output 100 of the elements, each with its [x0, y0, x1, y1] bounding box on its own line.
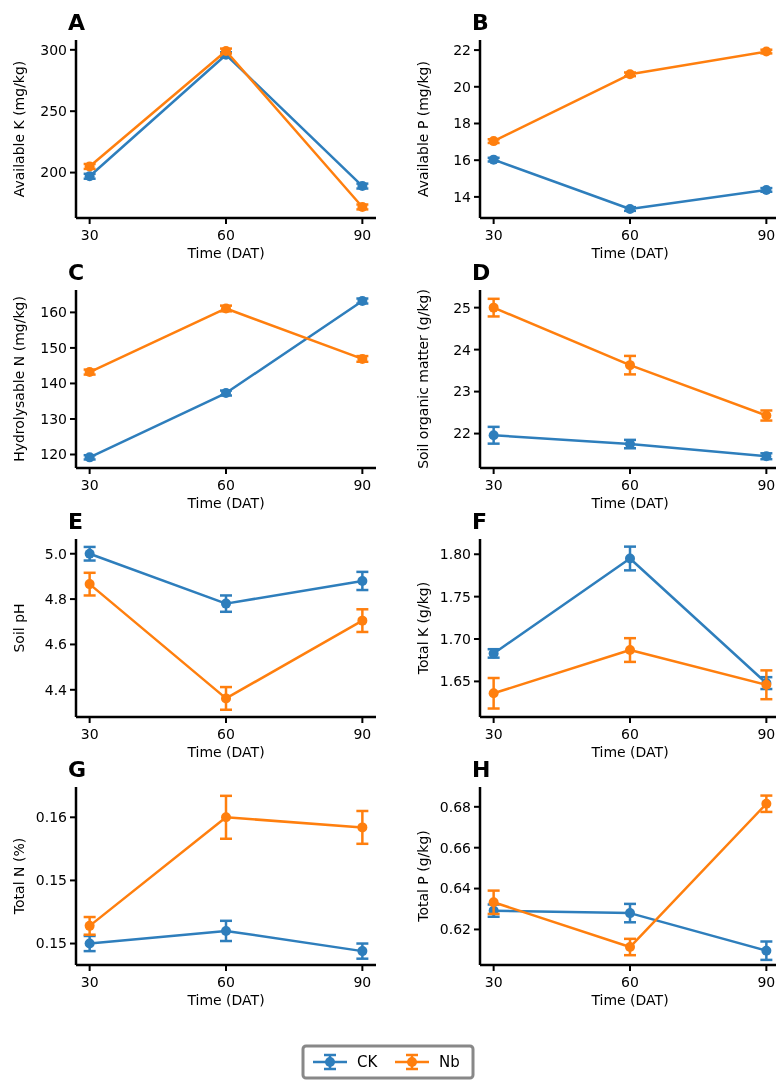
x-tick-label: 30 — [484, 726, 503, 742]
x-axis-title: Time (DAT) — [186, 245, 265, 261]
chart-title: C — [68, 260, 85, 285]
point — [357, 946, 368, 957]
y-tick-label: 140 — [40, 375, 67, 392]
x-tick-label: 30 — [80, 974, 99, 990]
y-tick-label: 0.64 — [439, 880, 472, 897]
point — [488, 302, 499, 313]
point — [488, 688, 499, 699]
point — [625, 360, 635, 371]
y-tick-label: 25 — [453, 299, 471, 316]
x-axis-title: Time (DAT) — [590, 992, 669, 1008]
point — [625, 204, 635, 215]
chart-title: D — [472, 260, 491, 285]
x-axis-title: Time (DAT) — [186, 744, 265, 760]
y-tick-label: 16 — [453, 152, 472, 169]
legend-label: CK — [357, 1053, 379, 1072]
y-tick-label: 1.70 — [439, 630, 471, 647]
y-tick-label: 1.65 — [439, 673, 471, 690]
y-tick-label: 120 — [40, 446, 67, 463]
y-tick-label: 250 — [40, 103, 67, 120]
x-tick-label: 90 — [353, 726, 372, 742]
x-tick-label: 30 — [484, 477, 503, 493]
x-tick-label: 60 — [621, 974, 639, 990]
y-tick-label: 14 — [453, 188, 472, 205]
point — [488, 897, 499, 908]
point — [84, 579, 95, 590]
y-axis-title: Available K (mg/kg) — [11, 60, 27, 198]
point — [357, 822, 368, 833]
point — [488, 430, 499, 441]
x-axis-title: Time (DAT) — [590, 744, 669, 760]
y-tick-label: 300 — [40, 41, 67, 58]
chart-title: G — [68, 757, 87, 782]
point — [357, 615, 368, 626]
x-tick-label: 90 — [353, 227, 372, 243]
y-axis-title: Soil organic matter (g/kg) — [415, 289, 431, 469]
y-tick-label: 22 — [453, 41, 471, 58]
y-axis-title: Total P (g/kg) — [415, 830, 431, 923]
y-axis-title: Available P (mg/kg) — [415, 61, 431, 197]
y-tick-label: 4.8 — [44, 590, 67, 607]
x-tick-label: 30 — [484, 974, 503, 990]
x-tick-label: 90 — [353, 477, 372, 493]
y-tick-label: 20 — [453, 78, 471, 95]
point — [625, 908, 635, 919]
x-axis-title: Time (DAT) — [590, 245, 669, 261]
y-axis-title: Hydrolysable N (mg/kg) — [11, 296, 27, 462]
point — [84, 920, 95, 931]
y-tick-label: 1.75 — [439, 588, 471, 605]
x-tick-label: 60 — [217, 726, 235, 742]
y-tick-label: 150 — [40, 339, 67, 356]
x-axis-title: Time (DAT) — [590, 495, 669, 511]
y-tick-label: 23 — [453, 383, 471, 400]
x-tick-label: 60 — [621, 726, 639, 742]
x-tick-label: 60 — [621, 227, 639, 243]
y-tick-label: 0.68 — [439, 798, 471, 815]
x-tick-label: 30 — [80, 477, 99, 493]
x-tick-label: 60 — [217, 974, 235, 990]
chart-title: A — [68, 10, 86, 35]
point — [761, 798, 772, 809]
x-tick-label: 60 — [217, 477, 235, 493]
y-tick-label: 0.15 — [35, 872, 67, 889]
x-tick-label: 90 — [757, 726, 776, 742]
chart-title: F — [472, 509, 488, 534]
x-tick-label: 90 — [353, 974, 372, 990]
x-tick-label: 60 — [621, 477, 639, 493]
y-tick-label: 0.66 — [439, 839, 472, 856]
point — [84, 938, 95, 949]
y-tick-label: 18 — [453, 115, 471, 132]
point — [221, 812, 231, 823]
x-tick-label: 90 — [757, 477, 776, 493]
chart-title: H — [472, 757, 491, 782]
legend-label: Nb — [439, 1053, 460, 1072]
point — [761, 945, 772, 956]
y-tick-label: 22 — [453, 425, 471, 442]
point — [221, 693, 231, 704]
chart-title: B — [472, 10, 489, 35]
x-tick-label: 90 — [757, 974, 776, 990]
y-tick-label: 130 — [40, 410, 67, 427]
y-tick-label: 24 — [453, 341, 472, 358]
x-tick-label: 60 — [217, 227, 235, 243]
point — [357, 575, 368, 586]
point — [625, 645, 635, 656]
x-tick-label: 30 — [80, 227, 99, 243]
y-tick-label: 0.15 — [35, 935, 67, 952]
y-axis-title: Soil pH — [11, 603, 27, 653]
y-tick-label: 5.0 — [44, 545, 67, 562]
y-tick-label: 1.80 — [439, 546, 471, 563]
y-axis-title: Total N (%) — [11, 837, 27, 916]
point — [221, 925, 231, 936]
y-tick-label: 0.16 — [35, 809, 68, 826]
point — [625, 942, 635, 953]
y-tick-label: 4.4 — [44, 681, 68, 698]
x-axis-title: Time (DAT) — [186, 495, 265, 511]
chart-title: E — [68, 509, 84, 534]
y-tick-label: 160 — [40, 304, 67, 321]
x-axis-title: Time (DAT) — [186, 992, 265, 1008]
x-tick-label: 30 — [80, 726, 99, 742]
x-tick-label: 90 — [757, 227, 776, 243]
y-tick-label: 0.62 — [439, 921, 471, 938]
y-tick-label: 4.6 — [44, 636, 68, 653]
